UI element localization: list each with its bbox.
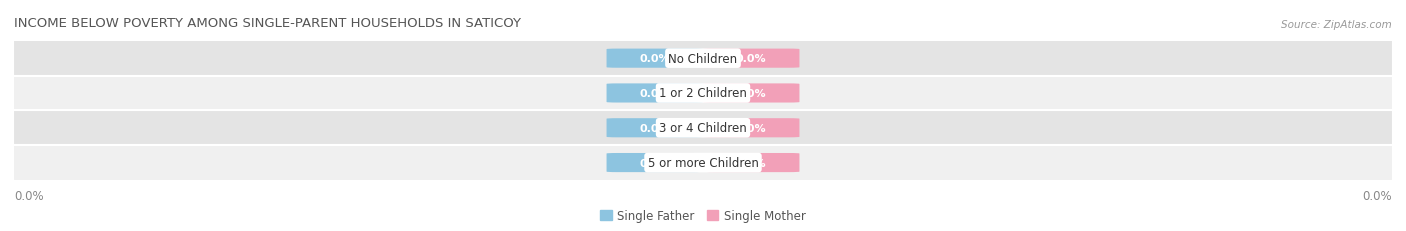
- FancyBboxPatch shape: [606, 119, 703, 138]
- FancyBboxPatch shape: [703, 49, 800, 68]
- Text: INCOME BELOW POVERTY AMONG SINGLE-PARENT HOUSEHOLDS IN SATICOY: INCOME BELOW POVERTY AMONG SINGLE-PARENT…: [14, 16, 522, 30]
- Text: 0.0%: 0.0%: [735, 158, 766, 168]
- Legend: Single Father, Single Mother: Single Father, Single Mother: [595, 205, 811, 227]
- Text: 1 or 2 Children: 1 or 2 Children: [659, 87, 747, 100]
- FancyBboxPatch shape: [14, 42, 1392, 76]
- Text: 0.0%: 0.0%: [14, 189, 44, 202]
- Text: 0.0%: 0.0%: [735, 88, 766, 99]
- FancyBboxPatch shape: [14, 146, 1392, 180]
- Text: 0.0%: 0.0%: [735, 54, 766, 64]
- FancyBboxPatch shape: [703, 153, 800, 172]
- Text: 5 or more Children: 5 or more Children: [648, 156, 758, 169]
- Text: 0.0%: 0.0%: [640, 123, 671, 133]
- FancyBboxPatch shape: [14, 111, 1392, 146]
- Text: 0.0%: 0.0%: [640, 158, 671, 168]
- Text: 0.0%: 0.0%: [735, 123, 766, 133]
- FancyBboxPatch shape: [703, 84, 800, 103]
- Text: 3 or 4 Children: 3 or 4 Children: [659, 122, 747, 135]
- FancyBboxPatch shape: [703, 119, 800, 138]
- Text: No Children: No Children: [668, 52, 738, 65]
- FancyBboxPatch shape: [606, 84, 703, 103]
- FancyBboxPatch shape: [606, 153, 703, 172]
- FancyBboxPatch shape: [14, 76, 1392, 111]
- Text: Source: ZipAtlas.com: Source: ZipAtlas.com: [1281, 19, 1392, 30]
- Text: 0.0%: 0.0%: [640, 88, 671, 99]
- Text: 0.0%: 0.0%: [640, 54, 671, 64]
- FancyBboxPatch shape: [606, 49, 703, 68]
- Text: 0.0%: 0.0%: [1362, 189, 1392, 202]
